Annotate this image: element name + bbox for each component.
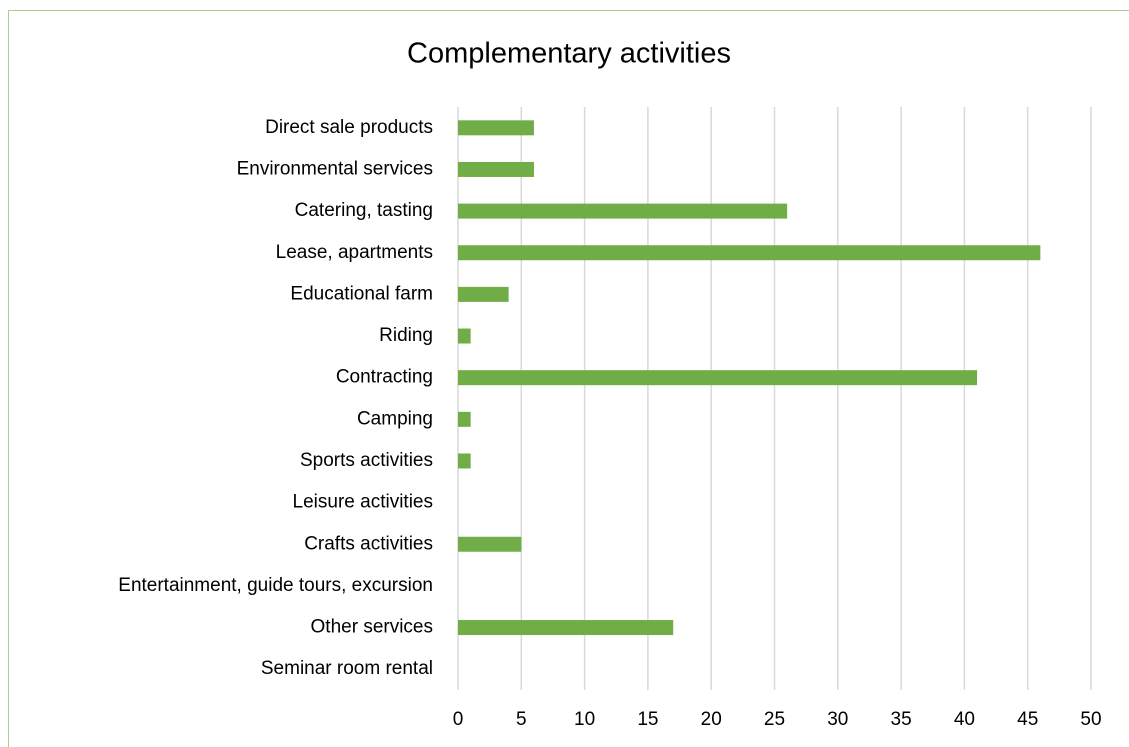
y-tick-label: Entertainment, guide tours, excursion	[118, 575, 433, 596]
x-tick-label: 10	[574, 709, 595, 730]
x-tick-label: 30	[827, 709, 848, 730]
y-tick-label: Other services	[311, 617, 433, 638]
y-tick-label: Contracting	[336, 367, 433, 388]
y-tick-label: Environmental services	[237, 158, 433, 179]
x-tick-label: 40	[954, 709, 975, 730]
y-tick-label: Sports activities	[300, 450, 433, 471]
x-tick-label: 20	[701, 709, 722, 730]
x-tick-label: 45	[1017, 709, 1038, 730]
y-tick-label: Camping	[357, 408, 433, 429]
bar	[458, 245, 1041, 261]
bar	[458, 453, 471, 469]
x-tick-label: 35	[891, 709, 912, 730]
y-tick-label: Seminar room rental	[261, 658, 433, 679]
x-tick-label: 0	[453, 709, 464, 730]
y-tick-label: Crafts activities	[304, 533, 433, 554]
y-tick-label: Direct sale products	[265, 117, 433, 138]
bar	[458, 286, 509, 302]
x-tick-label: 15	[637, 709, 658, 730]
bar	[458, 411, 471, 427]
bar	[458, 328, 471, 344]
bar	[458, 203, 788, 219]
bar	[458, 161, 534, 177]
chart-title: Complementary activities	[407, 38, 731, 70]
y-tick-label: Lease, apartments	[276, 242, 433, 263]
bar	[458, 620, 674, 636]
bar	[458, 370, 978, 386]
bar	[458, 536, 522, 552]
x-tick-label: 50	[1080, 709, 1101, 730]
x-tick-label: 5	[516, 709, 527, 730]
y-tick-label: Riding	[379, 325, 433, 346]
y-tick-label: Leisure activities	[293, 492, 433, 513]
bar	[458, 120, 534, 136]
x-tick-label: 25	[764, 709, 785, 730]
y-tick-label: Educational farm	[290, 283, 433, 304]
y-tick-label: Catering, tasting	[295, 200, 433, 221]
